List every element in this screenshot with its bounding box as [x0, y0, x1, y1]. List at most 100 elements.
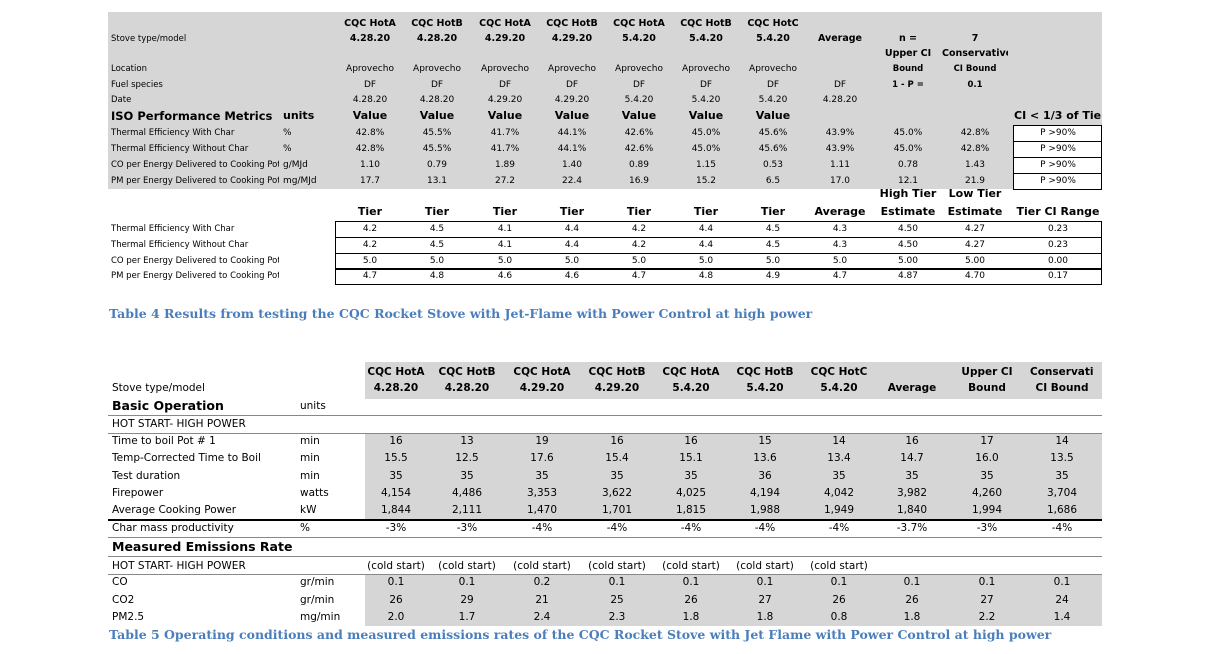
value-cell: DF: [430, 80, 444, 90]
value-cell: 1,988: [749, 504, 781, 516]
value-cell: 35: [389, 470, 403, 482]
value-cell: 4.8: [429, 271, 445, 281]
row-rule: [108, 537, 1102, 538]
metrics-band: [108, 125, 1013, 189]
value-cell: -4%: [680, 522, 702, 534]
value-cell: 4.29.20: [519, 382, 565, 394]
value-cell: 4,194: [749, 487, 781, 499]
value-cell: 14: [1055, 435, 1069, 447]
value-cell: Estimate: [880, 205, 936, 218]
value-cell: CQC HotA: [479, 18, 531, 29]
value-cell: 4.5: [429, 240, 445, 250]
value-cell: 4,154: [380, 487, 412, 499]
value-cell: -4%: [606, 522, 628, 534]
row-label: PM per Energy Delivered to Cooking Pot: [111, 271, 279, 281]
table-caption: Table 5 Operating conditions and measure…: [109, 627, 1052, 642]
unit-cell: %: [283, 144, 292, 154]
value-cell: 2.4: [533, 611, 551, 623]
value-cell: 45.6%: [758, 128, 788, 138]
value-cell: 4.4: [564, 240, 580, 250]
row-label: Thermal Efficiency With Char: [111, 224, 235, 234]
row-rule: [108, 519, 1102, 521]
value-cell: 16: [389, 435, 403, 447]
value-cell: -4%: [1051, 522, 1073, 534]
value-cell: 4.50: [897, 240, 919, 250]
header-band: [108, 12, 1102, 125]
value-cell: 1.10: [359, 160, 381, 170]
value-cell: 4,025: [675, 487, 707, 499]
emission-band: [365, 574, 1102, 626]
value-cell: 4.28.20: [352, 95, 388, 105]
unit-cell: units: [300, 400, 326, 412]
row-label: Date: [111, 95, 132, 105]
value-cell: Tier: [760, 205, 786, 218]
value-cell: 5.0: [564, 256, 580, 266]
value-cell: 0.2: [533, 576, 551, 588]
value-cell: 4.70: [964, 271, 986, 281]
value-cell: 41.7%: [490, 128, 520, 138]
value-cell: 26: [389, 594, 403, 606]
value-cell: 4.2: [362, 240, 378, 250]
row-label: Stove type/model: [111, 34, 187, 44]
value-cell: 45.6%: [758, 144, 788, 154]
value-cell: Value: [621, 109, 657, 122]
value-cell: 4.87: [897, 271, 919, 281]
value-cell: 15.4: [605, 452, 629, 464]
header-band: [365, 362, 1102, 399]
value-cell: -3%: [976, 522, 998, 534]
value-cell: (cold start): [367, 560, 425, 572]
value-cell: -4%: [531, 522, 553, 534]
value-cell: CQC HotB: [736, 366, 794, 378]
value-cell: 42.8%: [960, 128, 990, 138]
value-cell: 4,042: [823, 487, 855, 499]
value-cell: Aprovecho: [682, 64, 730, 74]
value-cell: 42.8%: [355, 128, 385, 138]
value-cell: DF: [833, 80, 847, 90]
value-cell: 5.0: [362, 256, 378, 266]
value-cell: 1,949: [823, 504, 855, 516]
value-cell: 3,622: [601, 487, 633, 499]
row-label: Test duration: [112, 470, 181, 482]
value-cell: 2.2: [978, 611, 996, 623]
value-cell: 0.1: [756, 576, 774, 588]
value-cell: 17.7: [359, 176, 381, 186]
value-cell: 35: [460, 470, 474, 482]
unit-cell: units: [283, 109, 315, 122]
value-cell: 13.6: [753, 452, 777, 464]
row-label: PM2.5: [112, 611, 145, 623]
value-cell: Value: [352, 109, 388, 122]
value-cell: 1,701: [601, 504, 633, 516]
value-cell: Average: [818, 33, 862, 44]
value-cell: (cold start): [662, 560, 720, 572]
value-cell: 13.4: [827, 452, 851, 464]
unit-cell: min: [300, 452, 320, 464]
value-cell: 4.2: [631, 224, 647, 234]
value-cell: Low Tier: [948, 187, 1002, 200]
value-cell: 4.28.20: [419, 95, 455, 105]
value-cell: 5.0: [631, 256, 647, 266]
value-cell: 4.27: [964, 224, 986, 234]
row-label: CO per Energy Delivered to Cooking Pot: [111, 256, 279, 266]
value-cell: 1,815: [675, 504, 707, 516]
value-cell: Aprovecho: [346, 64, 394, 74]
value-cell: 4.2: [631, 240, 647, 250]
value-cell: 44.1%: [557, 128, 587, 138]
value-cell: High Tier: [879, 187, 937, 200]
value-cell: Tier CI Range: [1016, 205, 1100, 218]
value-cell: 42.6%: [624, 144, 654, 154]
value-cell: 1.43: [964, 160, 986, 170]
value-cell: 4.5: [765, 224, 781, 234]
value-cell: (cold start): [513, 560, 571, 572]
value-cell: -4%: [754, 522, 776, 534]
value-cell: CQC HotA: [344, 18, 396, 29]
value-cell: 41.7%: [490, 144, 520, 154]
value-cell: Tier: [357, 205, 383, 218]
value-cell: 44.1%: [557, 144, 587, 154]
row-label: CO per Energy Delivered to Cooking Pot: [111, 160, 279, 170]
value-cell: 4,486: [451, 487, 483, 499]
value-cell: 4.29.20: [484, 33, 526, 44]
value-cell: 1.40: [561, 160, 583, 170]
value-cell: Tier: [559, 205, 585, 218]
value-cell: 1 - P =: [892, 80, 924, 90]
value-cell: Bound: [968, 382, 1006, 394]
